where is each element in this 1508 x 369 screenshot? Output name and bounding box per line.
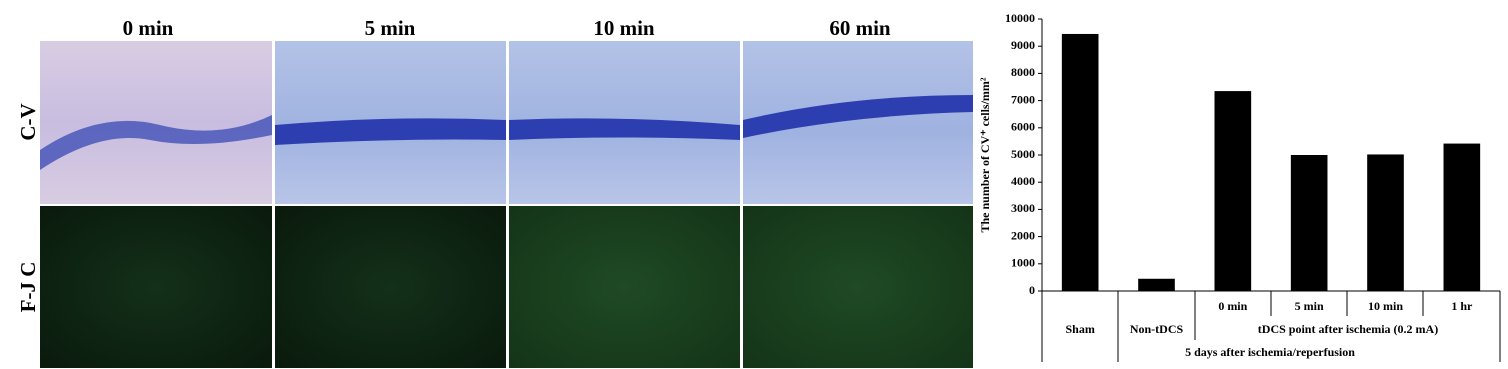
micrographs [40, 41, 973, 368]
row-label: C-V [16, 103, 40, 140]
column-label: 10 min [593, 16, 655, 40]
image-band [743, 95, 973, 138]
y-tick-label: 10000 [1005, 11, 1035, 25]
x-tick-label: Non-tDCS [1130, 322, 1184, 336]
x-tick-label: 0 min [1218, 299, 1247, 313]
image-band [275, 118, 506, 145]
y-tick-label: 0 [1029, 283, 1035, 297]
bar [1061, 33, 1099, 292]
y-tick-label: 4000 [1011, 174, 1035, 188]
bar [1443, 143, 1481, 291]
y-tick-label: 6000 [1011, 120, 1035, 134]
image [40, 41, 272, 204]
y-tick-label: 5000 [1011, 147, 1035, 161]
y-tick-label: 9000 [1011, 38, 1035, 52]
x-tick-label: 10 min [1368, 299, 1403, 313]
outer-label: 5 days after ischemia/reperfusion [1185, 345, 1355, 359]
column-label: 0 min [123, 16, 174, 40]
x-tick-label: 1 hr [1451, 299, 1473, 313]
bar [1367, 154, 1404, 291]
y-tick-label: 1000 [1011, 256, 1035, 270]
image [40, 206, 272, 368]
column-label: 60 min [829, 16, 891, 40]
image [743, 206, 973, 368]
image [509, 206, 740, 368]
y-tick-label: 8000 [1011, 65, 1035, 79]
y-tick-label: 7000 [1011, 92, 1035, 106]
image-band [509, 118, 740, 140]
x-tick-label: 5 min [1295, 299, 1324, 313]
y-tick-label: 2000 [1011, 228, 1035, 242]
y-axis-label: The number of CV⁺ cells/mm² [978, 77, 992, 232]
image-band [40, 115, 272, 170]
bar [1290, 155, 1328, 291]
bar [1138, 278, 1175, 291]
x-tick-label: Sham [1065, 322, 1094, 336]
bar [1214, 91, 1252, 291]
category-separators [1041, 291, 1501, 362]
y-tick-label: 3000 [1011, 201, 1035, 215]
group-label: tDCS point after ischemia (0.2 mA) [1258, 322, 1438, 336]
column-label: 5 min [365, 16, 416, 40]
row-label: F-J C [16, 262, 40, 313]
image [275, 206, 506, 368]
